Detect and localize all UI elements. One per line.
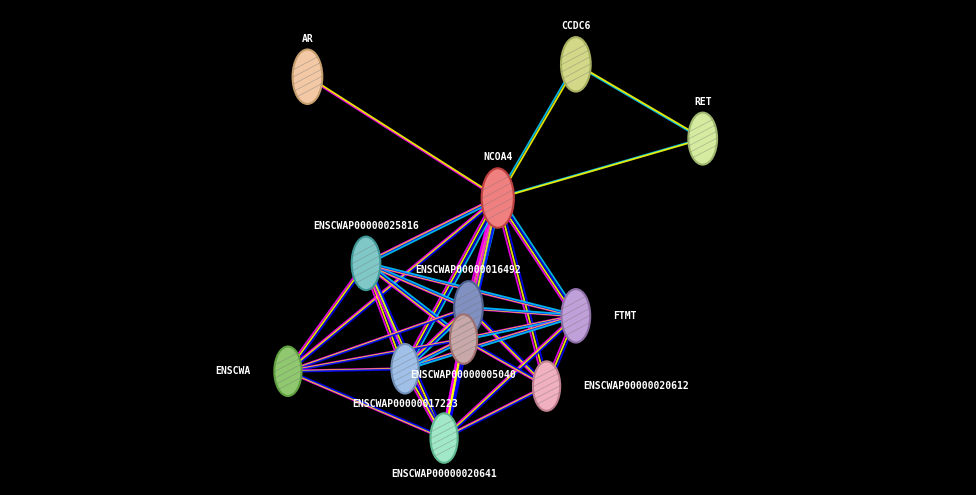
Ellipse shape bbox=[482, 168, 513, 228]
Text: CCDC6: CCDC6 bbox=[561, 21, 590, 31]
Ellipse shape bbox=[430, 413, 458, 463]
Text: ENSCWAP00000005040: ENSCWAP00000005040 bbox=[411, 370, 516, 380]
Text: ENSCWAP00000020612: ENSCWAP00000020612 bbox=[584, 381, 689, 391]
Ellipse shape bbox=[688, 112, 717, 164]
Text: ENSCWAP00000016492: ENSCWAP00000016492 bbox=[416, 265, 521, 275]
Text: RET: RET bbox=[694, 97, 712, 107]
Text: ENSCWAP00000020641: ENSCWAP00000020641 bbox=[391, 469, 497, 479]
Text: FTMT: FTMT bbox=[614, 311, 637, 321]
Ellipse shape bbox=[351, 237, 381, 290]
Ellipse shape bbox=[533, 361, 560, 411]
Ellipse shape bbox=[391, 344, 419, 394]
Ellipse shape bbox=[454, 281, 483, 335]
Ellipse shape bbox=[450, 314, 477, 364]
Text: ENSCWA: ENSCWA bbox=[216, 366, 251, 376]
Text: ENSCWAP00000025816: ENSCWAP00000025816 bbox=[313, 221, 419, 231]
Text: AR: AR bbox=[302, 34, 313, 44]
Ellipse shape bbox=[274, 346, 302, 396]
Ellipse shape bbox=[561, 37, 590, 92]
Text: ENSCWAP00000017223: ENSCWAP00000017223 bbox=[352, 399, 458, 409]
Text: NCOA4: NCOA4 bbox=[483, 152, 512, 162]
Ellipse shape bbox=[561, 289, 590, 343]
Ellipse shape bbox=[293, 50, 322, 104]
